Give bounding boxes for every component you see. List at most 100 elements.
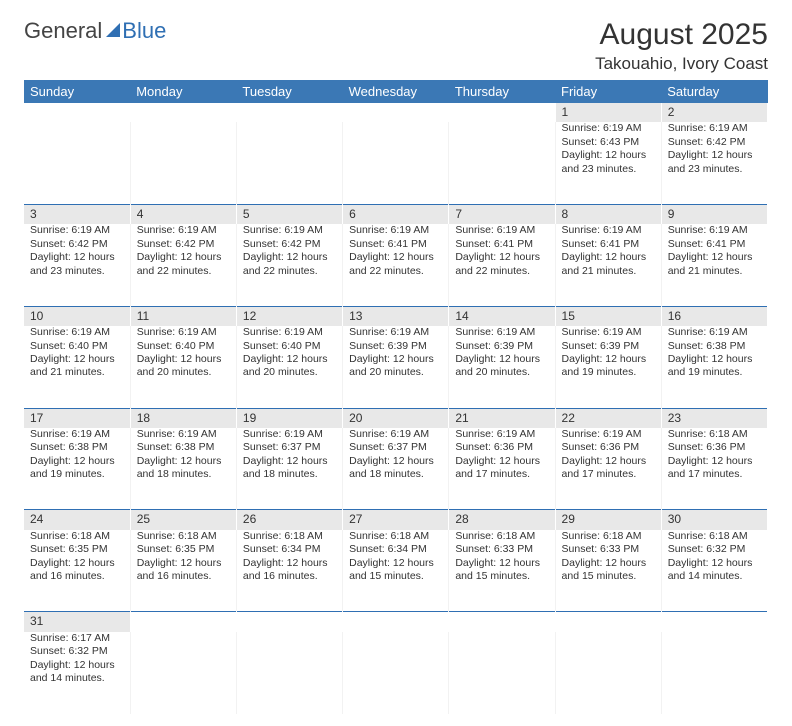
sunset-text: Sunset: 6:39 PM — [455, 340, 548, 353]
day-number: 13 — [343, 306, 449, 326]
day-number — [343, 103, 449, 122]
daylight-text: Daylight: 12 hours and 20 minutes. — [455, 353, 548, 380]
sunrise-text: Sunrise: 6:19 AM — [562, 428, 655, 441]
day-number: 1 — [555, 103, 661, 122]
daylight-text: Daylight: 12 hours and 20 minutes. — [137, 353, 230, 380]
day-number — [24, 103, 130, 122]
sunrise-text: Sunrise: 6:19 AM — [349, 428, 442, 441]
day-number — [449, 103, 555, 122]
sunset-text: Sunset: 6:42 PM — [243, 238, 336, 251]
sunset-text: Sunset: 6:39 PM — [349, 340, 442, 353]
day-number: 25 — [130, 510, 236, 530]
day-number: 29 — [555, 510, 661, 530]
info-row: Sunrise: 6:19 AMSunset: 6:38 PMDaylight:… — [24, 428, 768, 510]
daylight-text: Daylight: 12 hours and 23 minutes. — [30, 251, 124, 278]
sunrise-text: Sunrise: 6:19 AM — [562, 122, 655, 135]
sunset-text: Sunset: 6:35 PM — [137, 543, 230, 556]
day-number: 12 — [236, 306, 342, 326]
title-block: August 2025 Takouahio, Ivory Coast — [595, 18, 768, 74]
sunset-text: Sunset: 6:41 PM — [668, 238, 762, 251]
sunset-text: Sunset: 6:34 PM — [243, 543, 336, 556]
sunrise-text: Sunrise: 6:19 AM — [30, 326, 124, 339]
day-number: 15 — [555, 306, 661, 326]
day-cell: Sunrise: 6:19 AMSunset: 6:39 PMDaylight:… — [343, 326, 449, 408]
sunset-text: Sunset: 6:36 PM — [455, 441, 548, 454]
col-sat: Saturday — [661, 80, 767, 103]
sunrise-text: Sunrise: 6:19 AM — [243, 326, 336, 339]
day-cell: Sunrise: 6:19 AMSunset: 6:41 PMDaylight:… — [343, 224, 449, 306]
sunrise-text: Sunrise: 6:18 AM — [137, 530, 230, 543]
location: Takouahio, Ivory Coast — [595, 54, 768, 74]
day-cell: Sunrise: 6:19 AMSunset: 6:42 PMDaylight:… — [130, 224, 236, 306]
day-cell: Sunrise: 6:19 AMSunset: 6:36 PMDaylight:… — [449, 428, 555, 510]
day-number: 17 — [24, 408, 130, 428]
sunset-text: Sunset: 6:39 PM — [562, 340, 655, 353]
daylight-text: Daylight: 12 hours and 22 minutes. — [455, 251, 548, 278]
day-cell — [555, 632, 661, 714]
sunset-text: Sunset: 6:42 PM — [668, 136, 762, 149]
day-cell — [130, 122, 236, 204]
day-number: 18 — [130, 408, 236, 428]
month-title: August 2025 — [595, 18, 768, 52]
sunrise-text: Sunrise: 6:19 AM — [455, 326, 548, 339]
day-number: 3 — [24, 204, 130, 224]
daylight-text: Daylight: 12 hours and 22 minutes. — [349, 251, 442, 278]
day-number: 23 — [661, 408, 767, 428]
sunset-text: Sunset: 6:38 PM — [30, 441, 124, 454]
sunrise-text: Sunrise: 6:18 AM — [455, 530, 548, 543]
sunset-text: Sunset: 6:34 PM — [349, 543, 442, 556]
daylight-text: Daylight: 12 hours and 23 minutes. — [668, 149, 762, 176]
day-cell: Sunrise: 6:19 AMSunset: 6:42 PMDaylight:… — [236, 224, 342, 306]
col-mon: Monday — [130, 80, 236, 103]
info-row: Sunrise: 6:19 AMSunset: 6:42 PMDaylight:… — [24, 224, 768, 306]
daynum-row: 31 — [24, 612, 768, 632]
daylight-text: Daylight: 12 hours and 16 minutes. — [243, 557, 336, 584]
day-number: 16 — [661, 306, 767, 326]
day-cell: Sunrise: 6:19 AMSunset: 6:40 PMDaylight:… — [236, 326, 342, 408]
day-cell — [130, 632, 236, 714]
sunrise-text: Sunrise: 6:19 AM — [243, 224, 336, 237]
day-number: 19 — [236, 408, 342, 428]
daylight-text: Daylight: 12 hours and 20 minutes. — [349, 353, 442, 380]
day-cell: Sunrise: 6:19 AMSunset: 6:42 PMDaylight:… — [661, 122, 767, 204]
day-cell — [343, 122, 449, 204]
sunset-text: Sunset: 6:33 PM — [455, 543, 548, 556]
sunrise-text: Sunrise: 6:19 AM — [668, 224, 762, 237]
sunset-text: Sunset: 6:40 PM — [137, 340, 230, 353]
sunset-text: Sunset: 6:42 PM — [30, 238, 124, 251]
daylight-text: Daylight: 12 hours and 17 minutes. — [455, 455, 548, 482]
day-cell: Sunrise: 6:18 AMSunset: 6:34 PMDaylight:… — [236, 530, 342, 612]
day-number: 14 — [449, 306, 555, 326]
daylight-text: Daylight: 12 hours and 17 minutes. — [668, 455, 762, 482]
info-row: Sunrise: 6:18 AMSunset: 6:35 PMDaylight:… — [24, 530, 768, 612]
logo-sail-icon — [106, 23, 120, 37]
info-row: Sunrise: 6:17 AMSunset: 6:32 PMDaylight:… — [24, 632, 768, 714]
calendar-body: 12Sunrise: 6:19 AMSunset: 6:43 PMDayligh… — [24, 103, 768, 714]
sunrise-text: Sunrise: 6:19 AM — [30, 428, 124, 441]
col-fri: Friday — [555, 80, 661, 103]
daylight-text: Daylight: 12 hours and 16 minutes. — [30, 557, 124, 584]
day-number: 21 — [449, 408, 555, 428]
sunset-text: Sunset: 6:38 PM — [137, 441, 230, 454]
day-cell: Sunrise: 6:19 AMSunset: 6:38 PMDaylight:… — [661, 326, 767, 408]
sunrise-text: Sunrise: 6:19 AM — [562, 224, 655, 237]
logo: General Blue — [24, 18, 166, 44]
sunset-text: Sunset: 6:36 PM — [562, 441, 655, 454]
sunset-text: Sunset: 6:32 PM — [668, 543, 762, 556]
day-cell — [449, 632, 555, 714]
day-cell: Sunrise: 6:18 AMSunset: 6:33 PMDaylight:… — [449, 530, 555, 612]
sunrise-text: Sunrise: 6:18 AM — [243, 530, 336, 543]
daylight-text: Daylight: 12 hours and 17 minutes. — [562, 455, 655, 482]
col-sun: Sunday — [24, 80, 130, 103]
daylight-text: Daylight: 12 hours and 19 minutes. — [668, 353, 762, 380]
day-cell: Sunrise: 6:19 AMSunset: 6:37 PMDaylight:… — [236, 428, 342, 510]
day-number: 28 — [449, 510, 555, 530]
daylight-text: Daylight: 12 hours and 18 minutes. — [137, 455, 230, 482]
day-cell: Sunrise: 6:19 AMSunset: 6:41 PMDaylight:… — [449, 224, 555, 306]
daylight-text: Daylight: 12 hours and 14 minutes. — [30, 659, 124, 686]
day-number: 8 — [555, 204, 661, 224]
logo-text-1: General — [24, 18, 102, 44]
day-cell: Sunrise: 6:19 AMSunset: 6:42 PMDaylight:… — [24, 224, 130, 306]
day-cell — [661, 632, 767, 714]
daylight-text: Daylight: 12 hours and 20 minutes. — [243, 353, 336, 380]
